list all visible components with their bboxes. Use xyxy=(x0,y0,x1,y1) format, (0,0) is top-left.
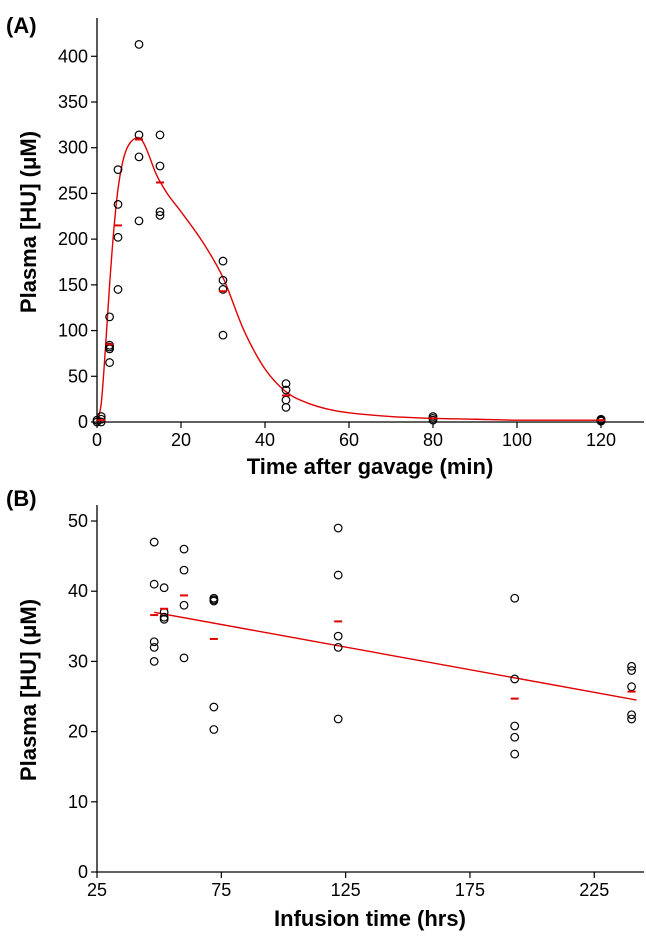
data-point-9 xyxy=(105,312,114,322)
panel-b-label: (B) xyxy=(6,486,37,511)
x-tick-label-60: 60 xyxy=(339,430,359,450)
x-tick-label-100: 100 xyxy=(502,430,532,450)
y-tick-label-10: 10 xyxy=(68,792,88,812)
y-tick-label-200: 200 xyxy=(58,229,88,249)
y-tick-label-0: 0 xyxy=(78,412,88,432)
panel-b-mean-markers xyxy=(150,594,636,700)
data-point-2 xyxy=(96,417,106,427)
data-point-1 xyxy=(149,579,159,589)
data-point-21 xyxy=(155,210,165,220)
panel-b-y-ticks: 0 10 20 30 40 50 xyxy=(68,511,97,882)
x-tick-label-175: 175 xyxy=(455,880,485,900)
data-point-30 xyxy=(627,682,636,692)
panel-b: (B) 25 75 125 175 225 0 10 20 30 40 50 Infusion t… xyxy=(6,486,644,931)
data-point-8 xyxy=(159,614,169,624)
panel-a-x-ticks: 0 20 40 60 80 100 120 xyxy=(92,422,616,450)
data-point-12 xyxy=(113,199,123,209)
data-point-19 xyxy=(333,570,343,580)
data-point-5 xyxy=(159,583,169,593)
data-point-21 xyxy=(333,642,343,652)
data-point-28 xyxy=(627,661,636,671)
data-point-5 xyxy=(105,358,114,367)
data-point-20 xyxy=(155,207,165,217)
x-tick-label-40: 40 xyxy=(255,430,275,450)
data-point-9 xyxy=(179,544,189,554)
x-tick-label-0: 0 xyxy=(92,430,102,450)
y-tick-label-50: 50 xyxy=(68,366,88,386)
y-tick-label-20: 20 xyxy=(68,722,88,742)
panel-a-y-label: Plasma [HU] (μM) xyxy=(16,131,41,313)
panel-b-data-points xyxy=(149,523,636,759)
panel-a-x-label: Time after gavage (min) xyxy=(247,454,494,479)
x-tick-label-125: 125 xyxy=(331,880,361,900)
panel-b-x-ticks: 25 75 125 175 225 xyxy=(87,872,609,900)
data-point-12 xyxy=(179,653,189,663)
x-tick-label-25: 25 xyxy=(87,880,107,900)
data-point-27 xyxy=(281,385,291,395)
panel-a-data-points xyxy=(92,40,606,427)
data-point-11 xyxy=(179,600,189,610)
data-point-32 xyxy=(428,415,438,425)
data-point-32 xyxy=(627,714,636,724)
data-point-25 xyxy=(510,721,520,731)
panel-b-fit-line xyxy=(154,611,637,701)
y-tick-label-400: 400 xyxy=(58,46,88,66)
y-tick-label-0: 0 xyxy=(78,862,88,882)
data-point-26 xyxy=(281,379,291,389)
data-point-19 xyxy=(155,161,165,171)
panel-a: (A) 0 20 40 60 80 100 120 0 50 100 150 200 250 300 35… xyxy=(6,13,644,479)
x-tick-label-75: 75 xyxy=(211,880,231,900)
y-tick-label-350: 350 xyxy=(58,92,88,112)
y-tick-label-30: 30 xyxy=(68,651,88,671)
panel-b-x-label: Infusion time (hrs) xyxy=(274,906,466,931)
y-tick-label-50: 50 xyxy=(68,511,88,531)
y-tick-label-300: 300 xyxy=(58,138,88,158)
data-point-17 xyxy=(209,725,219,734)
data-point-20 xyxy=(333,631,343,641)
data-point-4 xyxy=(149,657,159,666)
data-point-24 xyxy=(510,674,520,684)
data-point-18 xyxy=(333,523,343,533)
panel-a-mean-markers xyxy=(97,138,605,422)
data-point-10 xyxy=(113,285,123,294)
y-tick-label-150: 150 xyxy=(58,275,88,295)
data-point-27 xyxy=(510,749,520,759)
panel-a-y-ticks: 0 50 100 150 200 250 300 350 400 xyxy=(58,46,97,432)
data-point-0 xyxy=(149,537,159,547)
data-point-29 xyxy=(627,666,636,675)
data-point-22 xyxy=(333,714,343,724)
x-tick-label-20: 20 xyxy=(171,430,191,450)
data-point-16 xyxy=(209,702,219,712)
data-point-16 xyxy=(134,152,144,162)
panel-b-y-label: Plasma [HU] (μM) xyxy=(16,599,41,781)
x-tick-label-225: 225 xyxy=(579,880,609,900)
y-tick-label-40: 40 xyxy=(68,581,88,601)
data-point-22 xyxy=(218,256,228,266)
data-point-18 xyxy=(155,130,165,140)
data-point-10 xyxy=(179,565,189,575)
data-point-14 xyxy=(134,40,144,49)
data-point-31 xyxy=(627,710,636,720)
data-point-29 xyxy=(281,402,291,412)
y-tick-label-100: 100 xyxy=(58,321,88,341)
data-point-3 xyxy=(149,642,159,652)
x-tick-label-120: 120 xyxy=(586,430,616,450)
data-point-28 xyxy=(281,395,291,405)
data-point-11 xyxy=(113,232,123,242)
data-point-17 xyxy=(134,216,144,226)
data-point-26 xyxy=(510,732,520,742)
panel-a-label: (A) xyxy=(6,13,37,38)
data-point-15 xyxy=(209,596,219,606)
data-point-23 xyxy=(218,275,228,285)
data-point-23 xyxy=(510,593,520,603)
data-point-25 xyxy=(218,330,228,340)
x-tick-label-80: 80 xyxy=(423,430,443,450)
data-point-24 xyxy=(218,285,228,294)
data-point-13 xyxy=(113,165,123,175)
panel-a-fit-curve xyxy=(96,136,601,423)
data-point-2 xyxy=(149,637,159,647)
y-tick-label-250: 250 xyxy=(58,183,88,203)
